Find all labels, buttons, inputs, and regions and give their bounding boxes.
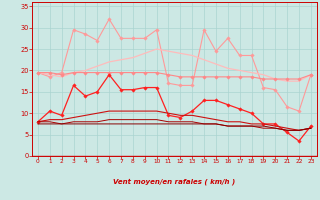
- X-axis label: Vent moyen/en rafales ( km/h ): Vent moyen/en rafales ( km/h ): [113, 178, 236, 185]
